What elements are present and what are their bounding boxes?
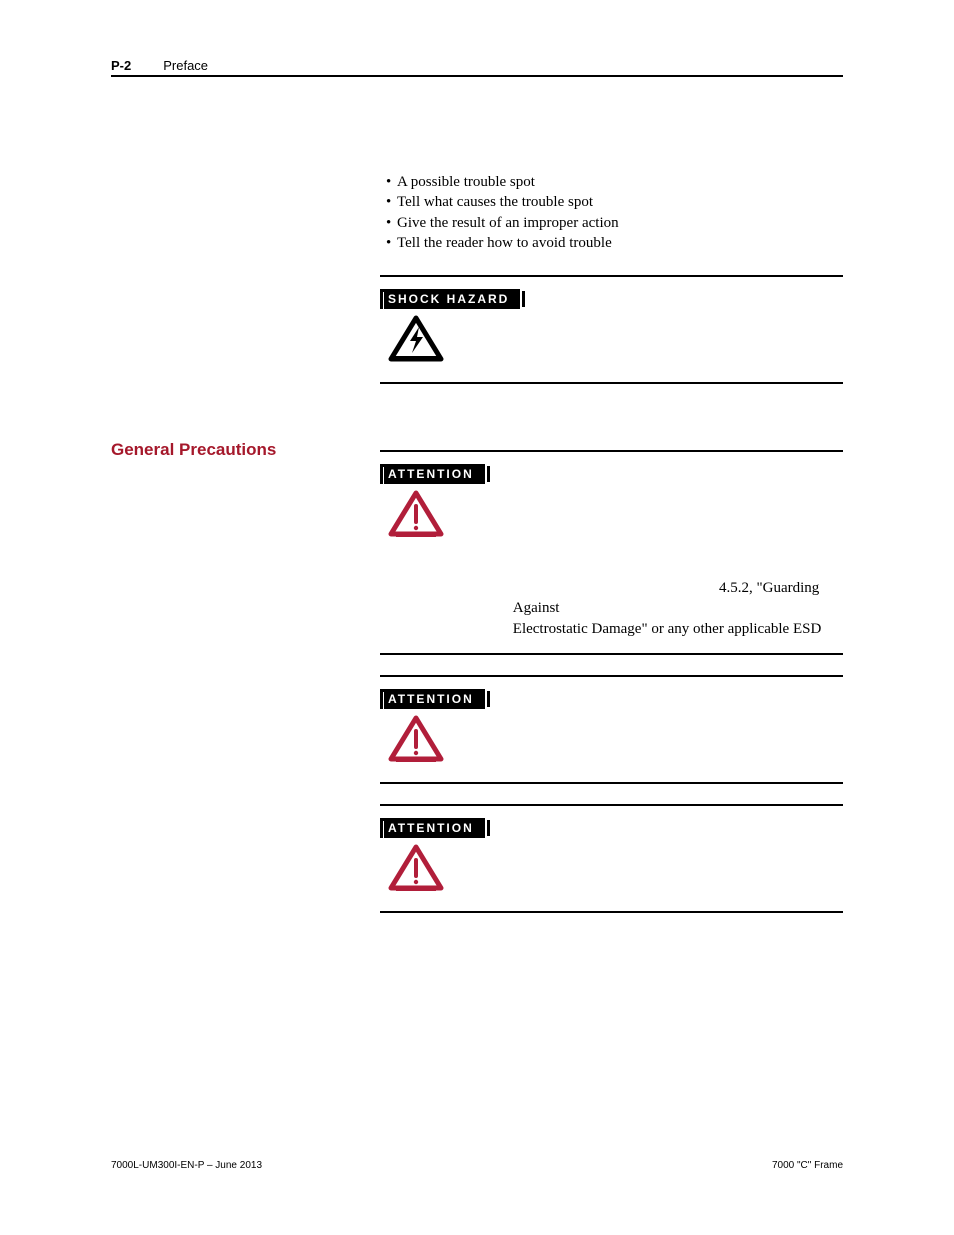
bullet-item: Tell what causes the trouble spot: [386, 192, 843, 212]
attention-label: ATTENTION: [380, 689, 485, 709]
attention-block-3: ATTENTION: [380, 804, 843, 913]
label-bar: [487, 466, 490, 482]
attention-icon: [388, 490, 485, 543]
attention-block-1: ATTENTION xxxxxxxxxxxxxxxxxxxxxxxxxxx 4.…: [380, 450, 843, 655]
page-number: P-2: [111, 58, 131, 73]
attn-text-1b: Electrostatic Damage" or any other appli…: [513, 619, 843, 639]
main-content: A possible trouble spot Tell what causes…: [380, 172, 843, 913]
attention-icon: [388, 715, 485, 768]
attention-block-2: ATTENTION: [380, 675, 843, 784]
page-footer: 7000L-UM300I-EN-P – June 2013 7000 "C" F…: [111, 1160, 843, 1171]
shock-hazard-label-wrap: SHOCK HAZARD: [380, 289, 520, 309]
bullet-item: A possible trouble spot: [386, 172, 843, 192]
footer-right: 7000 "C" Frame: [772, 1160, 843, 1171]
attention-label-wrap: ATTENTION: [380, 464, 485, 484]
shock-hazard-label: SHOCK HAZARD: [380, 289, 520, 309]
attention-text-3: [513, 818, 843, 820]
label-bar: [487, 820, 490, 836]
hidden-line: xxxxxxxxxxxxxxxxxxxxxxxxxxx: [513, 580, 719, 596]
attention-text-1: xxxxxxxxxxxxxxxxxxxxxxxxxxx 4.5.2, "Guar…: [513, 464, 843, 639]
label-bar: [522, 291, 525, 307]
attention-label-wrap: ATTENTION: [380, 818, 485, 838]
attention-icon: [388, 844, 485, 897]
shock-hazard-block: SHOCK HAZARD: [380, 275, 843, 384]
shock-hazard-icon: [388, 315, 843, 368]
page-header: P-2 Preface: [111, 58, 843, 77]
bullet-list: A possible trouble spot Tell what causes…: [386, 172, 843, 253]
attention-label: ATTENTION: [380, 464, 485, 484]
label-bar: [487, 691, 490, 707]
section-name: Preface: [163, 58, 208, 73]
footer-left: 7000L-UM300I-EN-P – June 2013: [111, 1160, 262, 1171]
bullet-item: Tell the reader how to avoid trouble: [386, 233, 843, 253]
attention-label: ATTENTION: [380, 818, 485, 838]
attention-label-wrap: ATTENTION: [380, 689, 485, 709]
bullet-item: Give the result of an improper action: [386, 213, 843, 233]
general-precautions-heading: General Precautions: [111, 440, 276, 460]
attention-text-2: [513, 689, 843, 691]
